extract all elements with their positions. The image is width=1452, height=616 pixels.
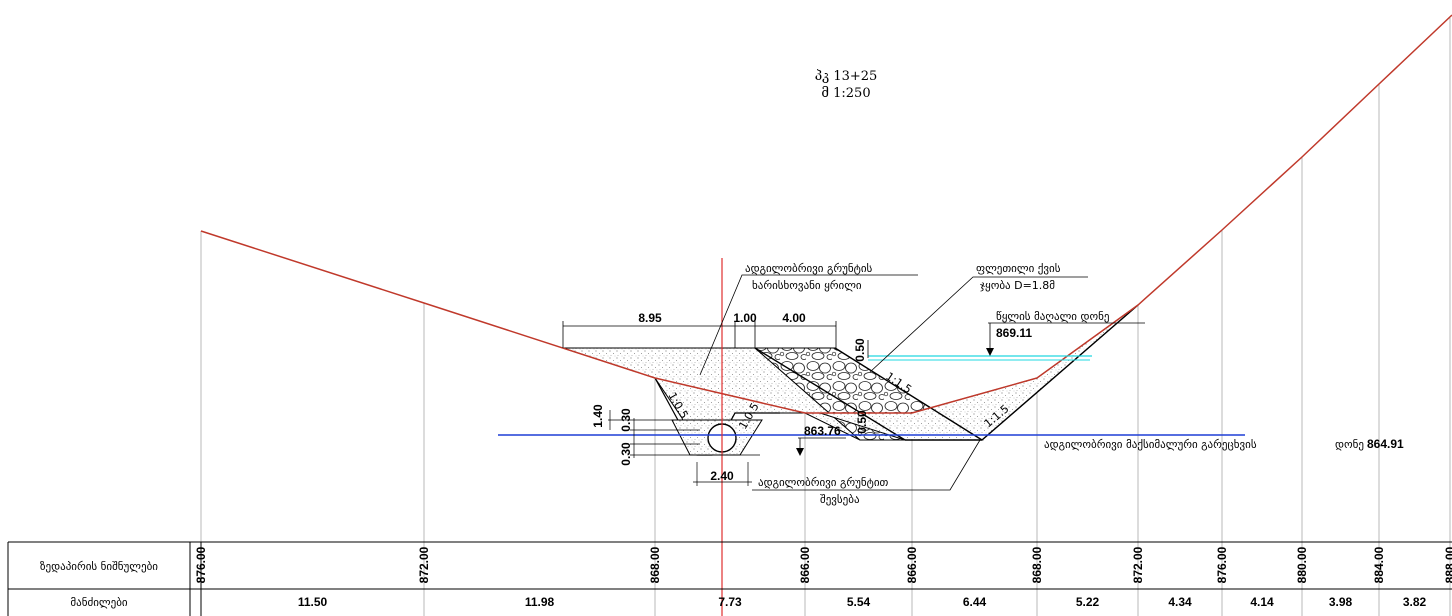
label-max-erosion: ადგილობრივი მაქსიმალური გარეცხვის: [1044, 438, 1257, 451]
title-station: პკ 13+25: [815, 69, 878, 84]
label-water-high-value: 869.11: [996, 326, 1032, 340]
elevation-value: 880.00: [1295, 546, 1309, 583]
leader-stone: [869, 276, 1088, 373]
label-max-erosion-value: 864.91: [1367, 437, 1404, 451]
stone-slope-inner: [834, 347, 983, 441]
elevation-value: 876.00: [1215, 546, 1229, 583]
label-max-erosion-word: დონე: [1335, 438, 1364, 451]
dim-050b: 0.50: [855, 410, 869, 434]
label-stone-1: ფლეთილი ქვის: [976, 262, 1061, 275]
label-stone-2: ჯყობა D=1.8მ: [980, 279, 1055, 292]
dim-050a: 0.50: [853, 338, 867, 362]
station-lines: [200, 18, 1451, 616]
label-backfill-1: ადგილობრივი გრუნტით: [758, 476, 889, 489]
elevation-value: 868.00: [1030, 546, 1044, 583]
dim-030a: 0.30: [619, 408, 633, 432]
elevation-value: 884.00: [1372, 546, 1386, 583]
elevation-value: 868.00: [648, 546, 662, 583]
elevation-value: 888.00: [1443, 546, 1452, 583]
elevation-value: 872.00: [417, 546, 431, 583]
label-water-high: წყლის მაღალი დონე: [996, 310, 1109, 323]
elevation-value: 872.00: [1131, 546, 1145, 583]
distance-value: 3.98: [1329, 595, 1353, 609]
leader-backfill: [752, 439, 981, 491]
profile-table: [7, 541, 1452, 616]
distance-value: 7.73: [718, 595, 742, 609]
stone-slope-outer: [754, 347, 906, 441]
dim-240: 2.40: [710, 469, 734, 483]
distance-value: 11.98: [525, 595, 555, 609]
elevation-labels: 876.00 872.00 868.00 866.00 866.00 868.00 872.…: [194, 546, 1452, 583]
label-bottom-level: 863.76: [804, 424, 841, 438]
top-dimensions: [562, 321, 837, 348]
label-local-soil-1: ადგილობრივი გრუნტის: [745, 262, 873, 275]
dim-400: 4.00: [782, 311, 806, 325]
table-row-label-distances: მანძილები: [70, 596, 128, 609]
distance-value: 5.54: [847, 595, 871, 609]
bottom-level-marker: [796, 448, 804, 456]
ground-line: [200, 14, 1452, 414]
dim-895: 8.95: [638, 311, 662, 325]
distance-value: 3.82: [1403, 595, 1427, 609]
distance-value: 4.14: [1250, 595, 1274, 609]
elevation-value: 866.00: [905, 546, 919, 583]
dim-140: 1.40: [591, 404, 605, 428]
distance-value: 11.50: [298, 595, 328, 609]
culvert-dimensions: [608, 410, 760, 486]
label-local-soil-2: ხარისხოვანი ყრილი: [752, 279, 862, 292]
right-slope: [981, 304, 1139, 441]
leader-local-soil: [699, 274, 918, 376]
distance-value: 4.34: [1168, 595, 1192, 609]
distance-value: 5.22: [1076, 595, 1100, 609]
elevation-value: 866.00: [798, 546, 812, 583]
title-scale: მ 1:250: [821, 86, 870, 101]
distance-value: 6.44: [963, 595, 987, 609]
label-backfill-2: შევსება: [820, 493, 860, 506]
distance-labels: 11.50 11.98 7.73 5.54 6.44 5.22 4.34 4.14 3.98 3.…: [298, 595, 1427, 609]
dim-100: 1.00: [733, 311, 757, 325]
elevation-value: 876.00: [194, 546, 208, 583]
water-level-marker: [986, 348, 994, 356]
dim-030b: 0.30: [619, 442, 633, 466]
table-row-label-elevations: ზედაპირის ნიშნულები: [40, 560, 158, 573]
